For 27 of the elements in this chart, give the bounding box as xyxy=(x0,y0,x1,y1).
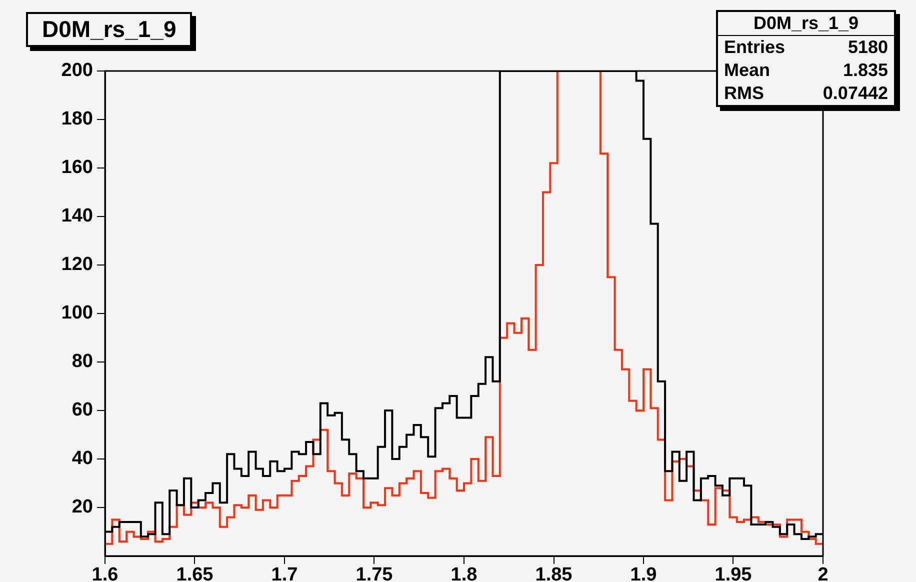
y-tick-label: 160 xyxy=(61,157,93,178)
text: 5180 xyxy=(848,36,888,59)
text: Entries xyxy=(724,36,786,59)
y-tick-label: 20 xyxy=(72,496,93,518)
text: D0M_rs_1_9 xyxy=(718,12,894,36)
y-tick-label: 140 xyxy=(61,206,93,227)
y-tick-label: 60 xyxy=(72,400,93,421)
x-tick-label: 1.8 xyxy=(450,564,478,582)
y-tick-label: 80 xyxy=(72,351,93,372)
y-tick-label: 40 xyxy=(72,448,93,470)
annotation: RMS xyxy=(724,82,764,105)
y-tick-label: 100 xyxy=(61,302,93,324)
x-tick-label: 1.65 xyxy=(176,564,214,582)
x-tick-label: 2 xyxy=(818,564,828,582)
x-tick-label: 1.9 xyxy=(630,564,657,582)
y-tick-label: 120 xyxy=(61,254,93,276)
chart-title: D0M_rs_1_9 xyxy=(26,12,192,47)
x-tick-label: 1.7 xyxy=(271,564,298,582)
y-tick-label: 180 xyxy=(61,108,93,130)
x-tick-label: 1.95 xyxy=(714,564,752,582)
x-tick-label: 1.75 xyxy=(356,564,394,582)
text: 1.835 xyxy=(842,59,888,82)
y-tick-label: 200 xyxy=(61,60,93,82)
x-tick-label: 1.6 xyxy=(92,564,118,582)
x-tick-label: 1.85 xyxy=(535,564,573,582)
annotation: 0.07442 xyxy=(822,82,888,105)
annotation: Mean xyxy=(724,59,770,82)
